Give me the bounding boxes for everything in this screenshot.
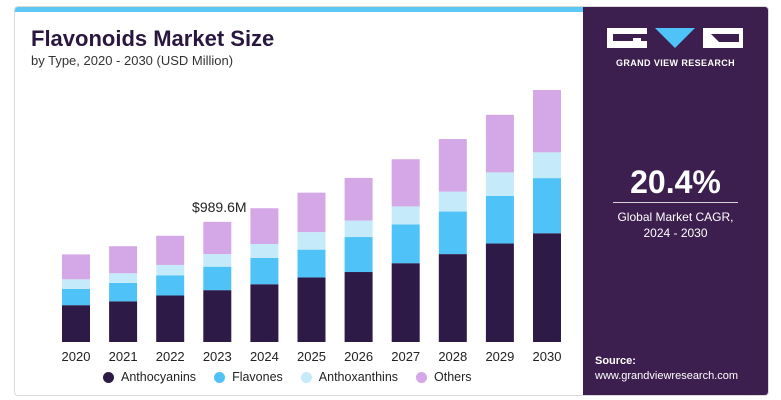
cagr-value: 20.4% xyxy=(630,164,721,200)
legend-label-others: Others xyxy=(434,370,472,384)
bar-anthocyanins-2021 xyxy=(109,301,138,342)
bar-flavones-2021 xyxy=(109,282,138,302)
x-tick-label-2020: 2020 xyxy=(62,349,91,364)
legend-swatch-anthocyanins xyxy=(103,371,114,383)
brand-name: GRAND VIEW RESEARCH xyxy=(615,58,736,68)
x-tick-label-2023: 2023 xyxy=(203,349,232,364)
bar-flavones-2022 xyxy=(156,275,185,296)
bar-anthocyanins-2020 xyxy=(62,305,90,342)
bar-others-2028 xyxy=(438,139,467,192)
bar-anthocyanins-2025 xyxy=(297,277,326,342)
stacked-bar-chart: 2020 2021 2022 2023 2024 2025 2026 2027 2028 2029… xyxy=(62,90,562,364)
bar-flavones-2020 xyxy=(62,288,90,306)
chart-subtitle: by Type, 2020 - 2030 (USD Million) xyxy=(31,53,234,68)
x-tick-label-2021: 2021 xyxy=(109,349,138,364)
bar-anthoxanthins-2030 xyxy=(533,152,561,179)
bar-flavones-2025 xyxy=(297,249,326,278)
x-tick-label-2026: 2026 xyxy=(344,349,373,364)
legend-swatch-anthoxanthins xyxy=(300,371,312,383)
bar-anthoxanthins-2025 xyxy=(297,232,326,250)
chart-title: Flavonoids Market Size xyxy=(31,26,275,51)
legend-item-anthoxanthins: Anthoxanthins xyxy=(300,370,399,384)
x-tick-label-2024: 2024 xyxy=(250,349,279,364)
bar-anthocyanins-2026 xyxy=(344,272,373,342)
bar-flavones-2026 xyxy=(344,237,373,273)
bar-anthoxanthins-2023 xyxy=(203,254,232,267)
bar-anthoxanthins-2026 xyxy=(344,220,373,238)
bar-anthoxanthins-2027 xyxy=(391,206,420,225)
bar-anthocyanins-2027 xyxy=(391,263,420,342)
bar-flavones-2028 xyxy=(438,211,467,255)
bar-others-2025 xyxy=(297,192,326,233)
grand-view-research-logo xyxy=(607,28,743,48)
legend-label-anthocyanins: Anthocyanins xyxy=(121,370,197,384)
x-tick-label-2030: 2030 xyxy=(533,349,562,364)
bar-anthoxanthins-2029 xyxy=(485,172,514,196)
x-tick-label-2022: 2022 xyxy=(156,349,185,364)
bar-flavones-2027 xyxy=(391,224,420,264)
bar-flavones-2024 xyxy=(250,257,279,285)
bar-others-2026 xyxy=(344,177,373,221)
bar-others-2020 xyxy=(62,254,90,280)
legend-item-flavones: Flavones xyxy=(214,370,283,384)
cagr-label-line2: 2024 - 2030 xyxy=(643,226,708,240)
bar-others-2030 xyxy=(533,90,561,153)
infographic-card: Flavonoids Market Size by Type, 2020 - 2… xyxy=(14,6,769,396)
bar-anthocyanins-2024 xyxy=(250,284,279,342)
bar-flavones-2030 xyxy=(533,178,561,234)
legend-item-anthocyanins: Anthocyanins xyxy=(103,370,196,384)
data-label-2023: $989.6M xyxy=(192,199,246,215)
source-url: www.grandviewresearch.com xyxy=(595,370,739,382)
bar-flavones-2023 xyxy=(203,266,232,291)
x-tick-label-2025: 2025 xyxy=(297,349,326,364)
bar-anthocyanins-2030 xyxy=(533,233,561,342)
bar-anthoxanthins-2028 xyxy=(438,191,467,212)
bar-others-2027 xyxy=(391,159,420,207)
chart-legend: Anthocyanins Flavones Anthoxanthins Others xyxy=(103,370,472,384)
bar-anthocyanins-2028 xyxy=(438,254,467,342)
cagr-divider xyxy=(613,202,738,203)
source-title: Source: xyxy=(595,355,636,367)
cagr-label-line1: Global Market CAGR, xyxy=(617,210,734,224)
bar-anthocyanins-2029 xyxy=(485,243,514,342)
bar-anthoxanthins-2021 xyxy=(109,273,138,283)
x-tick-label-2029: 2029 xyxy=(485,349,514,364)
legend-item-others: Others xyxy=(416,370,472,384)
bar-anthoxanthins-2022 xyxy=(156,264,185,276)
legend-label-anthoxanthins: Anthoxanthins xyxy=(318,370,399,384)
bar-others-2021 xyxy=(109,246,138,274)
bar-anthoxanthins-2020 xyxy=(62,279,90,289)
bar-others-2024 xyxy=(250,208,279,245)
bar-others-2023 xyxy=(203,221,232,255)
x-tick-label-2028: 2028 xyxy=(438,349,467,364)
x-tick-label-2027: 2027 xyxy=(391,349,420,364)
bar-anthocyanins-2022 xyxy=(156,295,185,342)
bar-others-2022 xyxy=(156,235,185,265)
bar-anthoxanthins-2024 xyxy=(250,244,279,258)
bar-others-2029 xyxy=(485,114,514,173)
legend-label-flavones: Flavones xyxy=(232,370,283,384)
chart-panel: Flavonoids Market Size by Type, 2020 - 2… xyxy=(15,12,583,395)
legend-swatch-flavones xyxy=(214,371,226,383)
bar-flavones-2029 xyxy=(485,195,514,244)
cagr-label: Global Market CAGR, 2024 - 2030 xyxy=(583,209,768,241)
legend-swatch-others xyxy=(416,371,428,383)
bar-anthocyanins-2023 xyxy=(203,290,232,342)
sidebar-panel: GRAND VIEW RESEARCH 20.4% Global Market … xyxy=(583,7,768,395)
accent-bar xyxy=(15,7,583,12)
